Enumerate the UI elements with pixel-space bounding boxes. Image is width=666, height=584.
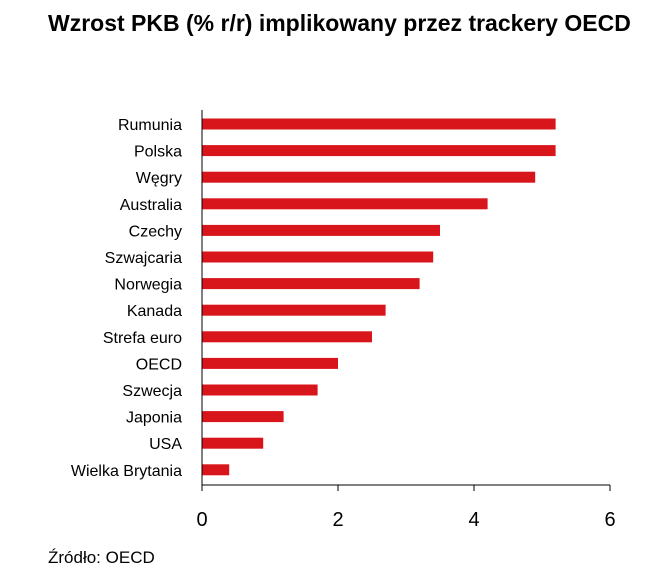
category-label-1: Polska	[134, 144, 182, 161]
bar-8	[202, 331, 372, 343]
bar-0	[202, 118, 556, 130]
category-label-9: OECD	[136, 356, 182, 373]
category-label-8: Strefa euro	[103, 330, 182, 347]
bar-11	[202, 411, 284, 423]
category-label-12: USA	[149, 436, 182, 453]
x-tick-label-1: 2	[332, 509, 343, 531]
x-tick-label-0: 0	[196, 509, 207, 531]
category-label-4: Czechy	[129, 223, 182, 240]
bar-6	[202, 278, 420, 290]
bar-7	[202, 304, 386, 316]
bar-5	[202, 251, 434, 263]
bar-13	[202, 464, 230, 476]
category-labels: Rumunia Polska Węgry Australia Czechy Szwajca…	[71, 117, 182, 480]
bar-9	[202, 357, 338, 369]
bars-group	[202, 118, 556, 476]
x-ticks: 0 2 4 6	[196, 485, 616, 531]
category-label-13: Wielka Brytania	[71, 463, 182, 480]
category-label-7: Kanada	[127, 303, 182, 320]
bar-3	[202, 198, 488, 210]
chart-title: Wzrost PKB (% r/r) implikowany przez tra…	[48, 10, 631, 36]
category-label-11: Japonia	[126, 410, 182, 427]
axes-group	[201, 110, 610, 486]
category-label-6: Norwegia	[114, 277, 182, 294]
x-tick-label-2: 4	[468, 509, 479, 531]
category-label-0: Rumunia	[118, 117, 182, 134]
category-label-5: Szwajcaria	[105, 250, 182, 267]
bar-10	[202, 384, 318, 396]
x-tick-label-3: 6	[604, 509, 615, 531]
bar-4	[202, 224, 440, 236]
source-note: Źródło: OECD	[48, 548, 155, 567]
bar-2	[202, 171, 536, 183]
bar-1	[202, 145, 556, 157]
category-label-10: Szwecja	[122, 383, 182, 400]
bar-12	[202, 437, 264, 449]
category-label-3: Australia	[120, 197, 182, 214]
category-label-2: Węgry	[136, 170, 182, 187]
